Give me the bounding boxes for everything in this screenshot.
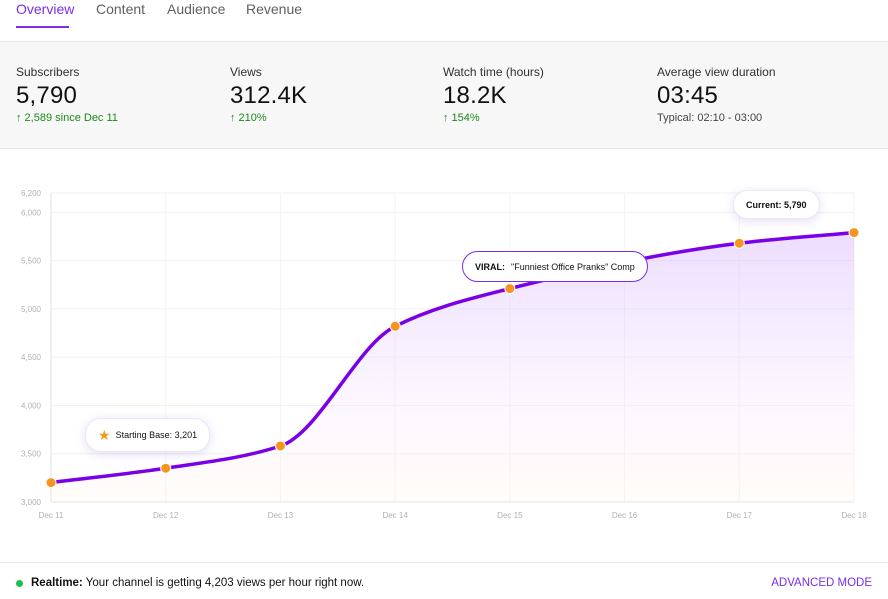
tab-label: Audience (167, 1, 226, 17)
x-tick-label: Dec 12 (153, 511, 179, 520)
data-point[interactable] (504, 283, 516, 295)
annotation-text: "Funniest Office Pranks" Comp (511, 261, 635, 272)
x-tick-label: Dec 18 (841, 511, 867, 520)
area-fill (51, 232, 854, 502)
stat-label: Watch time (hours) (443, 65, 544, 79)
annotation-prefix: VIRAL: (475, 261, 505, 272)
tab-bar: Overview Content Audience Revenue (0, 0, 888, 42)
tab-label: Revenue (246, 1, 303, 17)
data-point[interactable] (274, 440, 286, 452)
stat-value: 312.4K (230, 82, 308, 109)
stat-change: ↑ 210% (230, 112, 267, 124)
data-point[interactable] (45, 477, 57, 489)
y-tick-label: 5,500 (21, 257, 42, 266)
x-tick-label: Dec 16 (612, 511, 638, 520)
data-point[interactable] (848, 227, 860, 239)
tab-content[interactable]: Content (96, 0, 146, 42)
y-tick-label: 4,500 (21, 353, 42, 362)
y-tick-label: 6,200 (21, 189, 42, 198)
stat-value: 03:45 (657, 82, 719, 109)
stat-label: Views (230, 65, 262, 79)
tab-label: Overview (16, 1, 75, 17)
y-tick-label: 4,000 (21, 401, 42, 410)
y-tick-label: 6,000 (21, 208, 42, 217)
data-point[interactable] (389, 320, 401, 332)
x-tick-label: Dec 15 (497, 511, 523, 520)
data-point[interactable] (160, 462, 172, 474)
y-tick-label: 3,000 (21, 498, 42, 507)
annotation-viral: VIRAL: "Funniest Office Pranks" Comp (462, 251, 648, 282)
y-tick-label: 5,000 (21, 305, 42, 314)
stat-change: ↑ 154% (443, 112, 480, 124)
x-tick-label: Dec 17 (727, 511, 753, 520)
advanced-mode-link[interactable]: ADVANCED MODE (771, 577, 872, 589)
data-markers (45, 227, 860, 489)
realtime-label: Realtime: (31, 577, 83, 589)
stat-label: Subscribers (16, 65, 80, 79)
tab-overview[interactable]: Overview (16, 0, 74, 42)
stat-value: 18.2K (443, 82, 507, 109)
star-icon: ★ (98, 427, 111, 443)
stat-typical-range: Typical: 02:10 - 03:00 (657, 112, 763, 124)
x-tick-label: Dec 14 (382, 511, 408, 520)
stat-label: Average view duration (657, 65, 776, 79)
tab-revenue[interactable]: Revenue (246, 0, 302, 42)
stats-summary: Subscribers 5,790 ↑ 2,589 since Dec 11 V… (0, 42, 888, 149)
y-tick-label: 3,500 (21, 450, 42, 459)
live-dot-icon (16, 580, 23, 587)
annotation-starting-base: ★ Starting Base: 3,201 (85, 418, 211, 452)
annotation-label: Current: 5,790 (746, 199, 807, 210)
annotation-label: Starting Base: 3,201 (115, 430, 198, 440)
stat-change: ↑ 2,589 since Dec 11 (16, 112, 118, 124)
subscribers-chart: 3,000 3,500 4,000 4,500 5,000 5,500 6,000 6,200… (0, 150, 888, 560)
x-tick-label: Dec 13 (268, 511, 294, 520)
chart-svg: 3,000 3,500 4,000 4,500 5,000 5,500 6,000 6,200… (21, 189, 867, 520)
realtime-text: Your channel is getting 4,203 views per … (85, 577, 365, 589)
realtime-footer: Realtime: Your channel is getting 4,203 … (0, 562, 888, 599)
stat-value: 5,790 (16, 82, 78, 109)
tab-label: Content (96, 1, 146, 17)
x-tick-label: Dec 11 (39, 511, 64, 520)
data-point[interactable] (733, 237, 745, 249)
tab-audience[interactable]: Audience (167, 0, 225, 42)
annotation-current: Current: 5,790 (733, 190, 820, 219)
realtime-message: Realtime: Your channel is getting 4,203 … (31, 577, 364, 589)
